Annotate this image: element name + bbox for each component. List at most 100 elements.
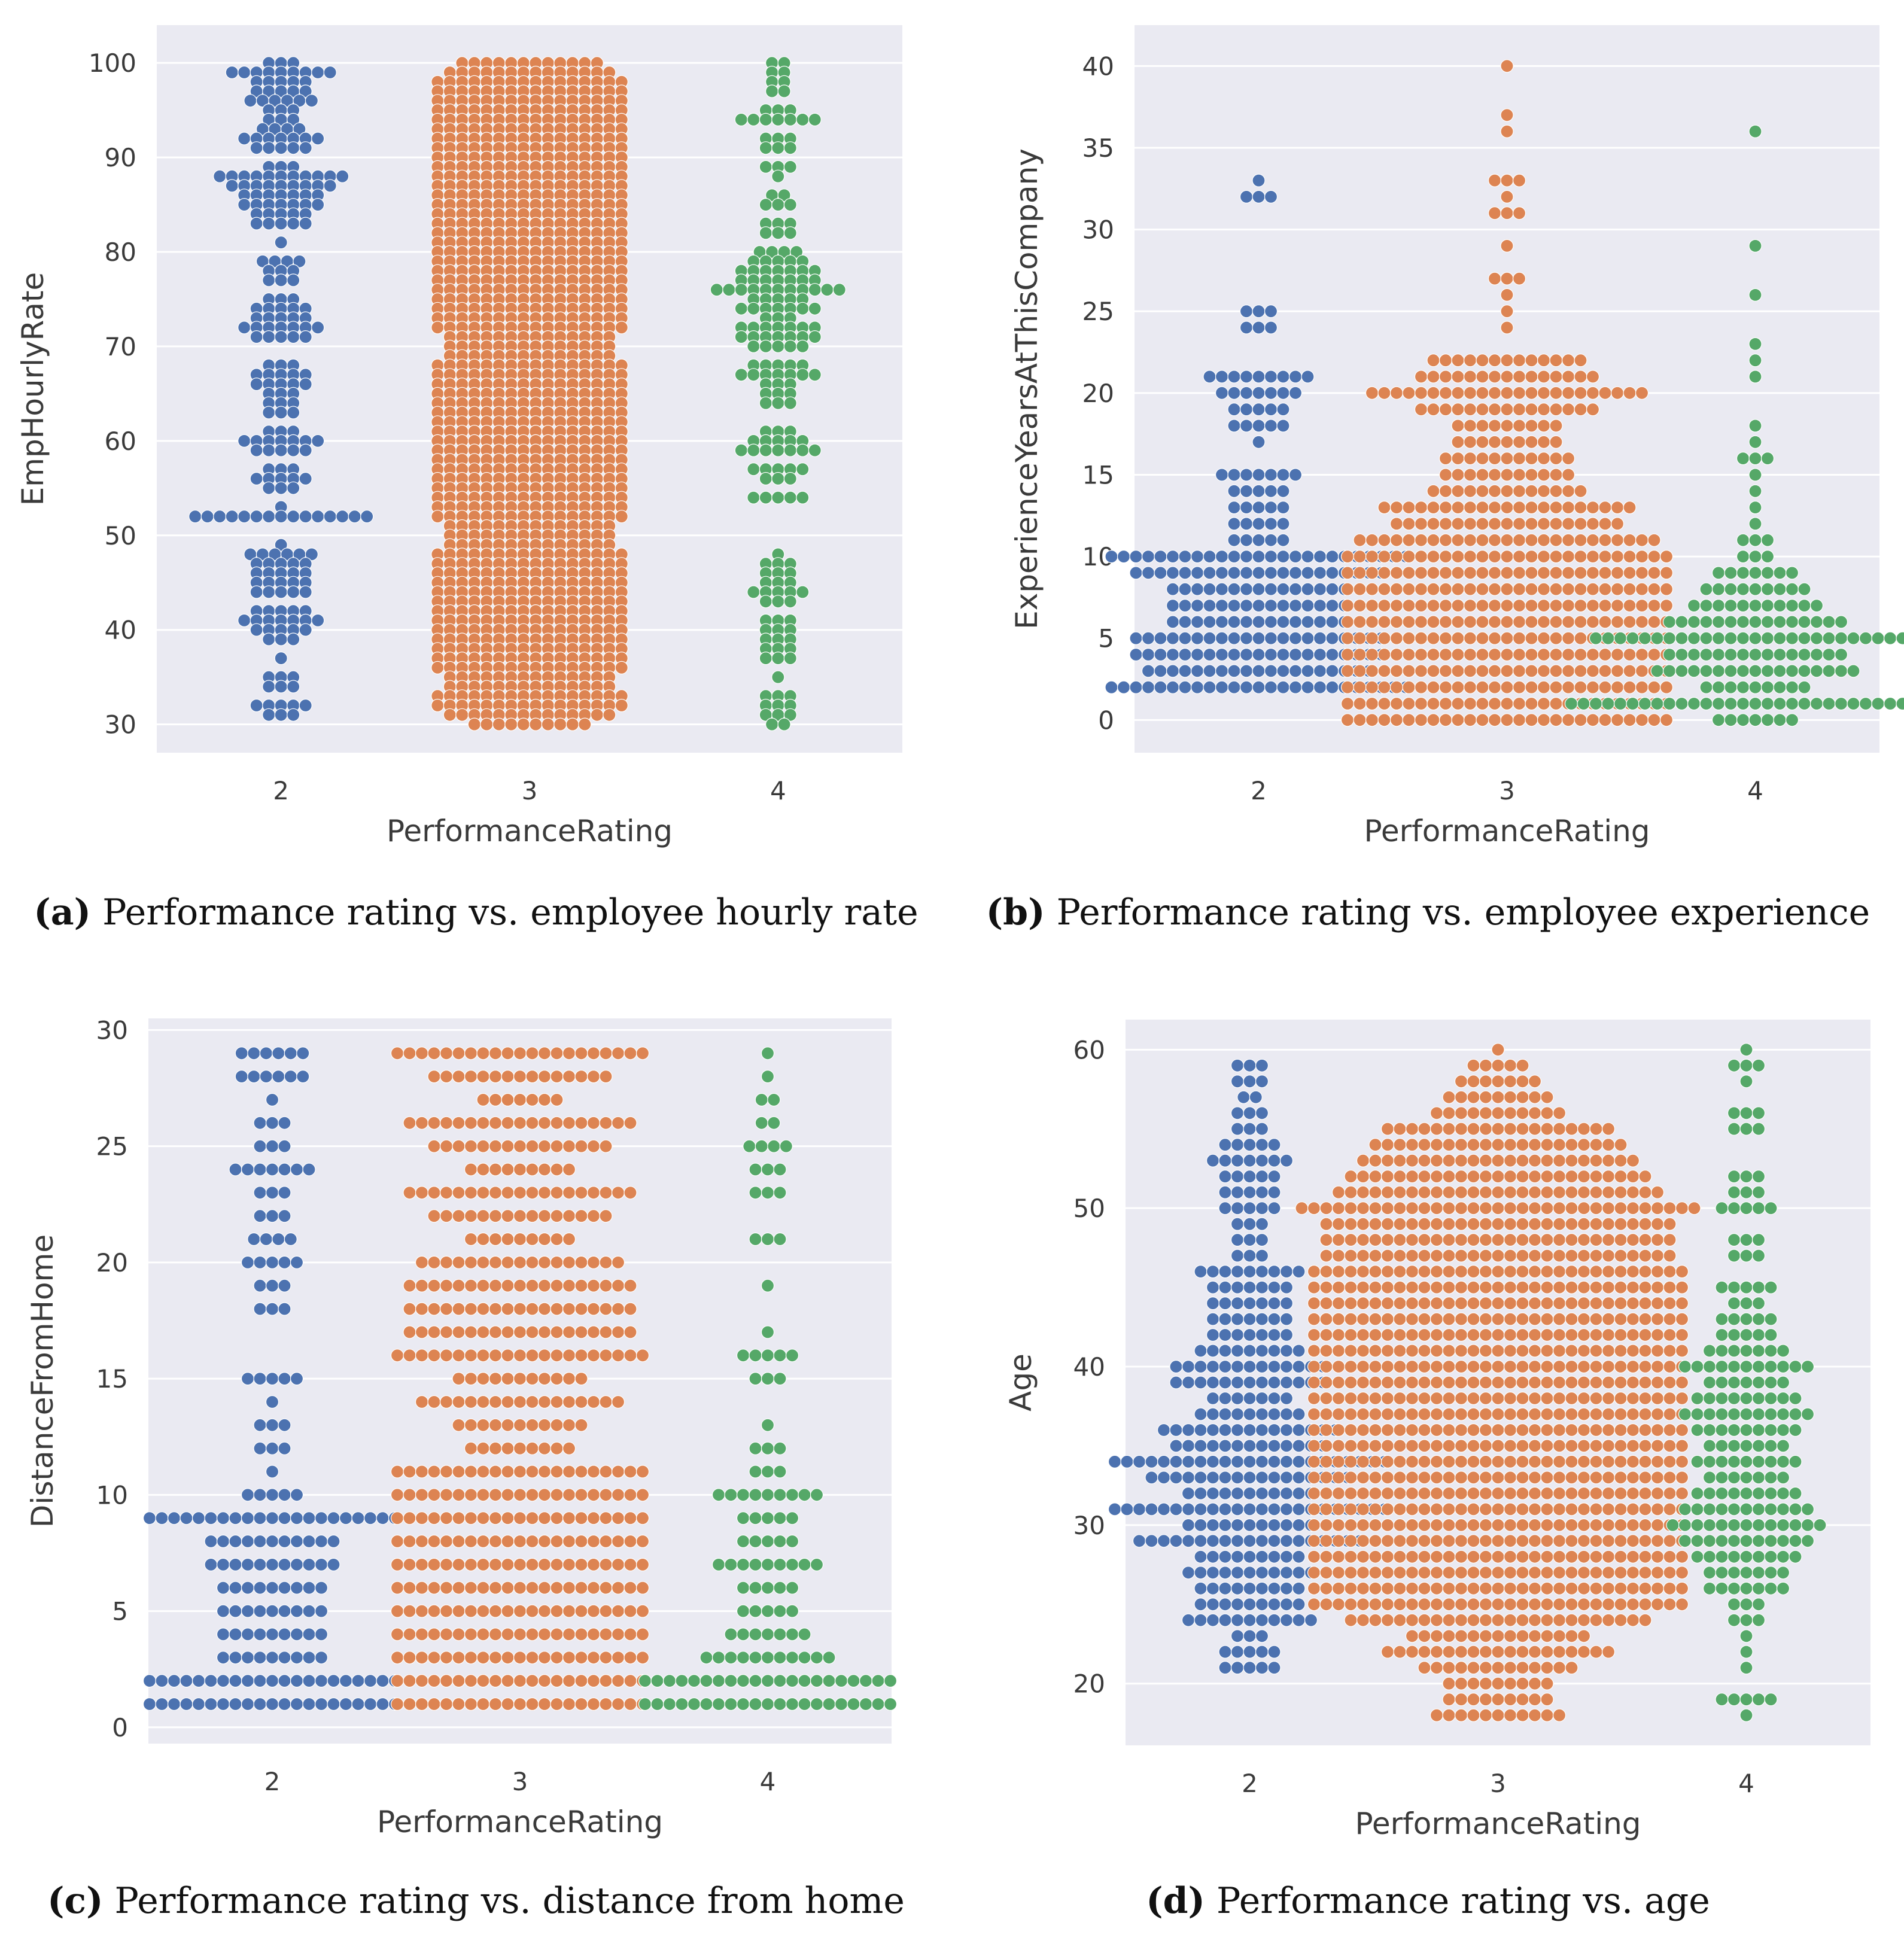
data-point — [1331, 1344, 1346, 1358]
data-point — [550, 1511, 564, 1525]
data-point — [822, 1651, 836, 1665]
data-point — [1638, 1439, 1652, 1453]
data-point — [1537, 435, 1551, 449]
data-point — [278, 1628, 291, 1641]
data-point — [1565, 1502, 1578, 1516]
data-point — [1454, 1217, 1468, 1231]
data-point — [1194, 1534, 1208, 1548]
data-point — [513, 1557, 527, 1572]
data-point — [586, 1581, 601, 1595]
data-point — [1760, 598, 1775, 613]
data-point — [1561, 370, 1575, 384]
data-point — [771, 198, 785, 212]
data-point — [1650, 1391, 1665, 1406]
data-point — [1463, 696, 1477, 711]
data-point — [336, 169, 349, 183]
data-point — [1264, 386, 1278, 400]
data-point — [167, 1511, 181, 1525]
data-point — [1264, 500, 1278, 515]
data-point — [1503, 1502, 1517, 1516]
data-point — [1638, 1344, 1652, 1358]
data-point — [1331, 1233, 1346, 1247]
data-point — [1243, 1217, 1257, 1231]
data-point — [562, 1209, 576, 1223]
data-point — [1252, 517, 1266, 531]
data-point — [1479, 1518, 1493, 1532]
data-point — [1380, 1598, 1395, 1611]
data-point — [1414, 549, 1428, 564]
data-point — [1230, 1233, 1245, 1247]
data-point — [1586, 713, 1600, 727]
data-point — [327, 1697, 340, 1711]
data-point — [1442, 1693, 1456, 1706]
data-point — [1715, 1312, 1729, 1326]
data-point — [427, 1628, 441, 1641]
data-point — [1751, 1359, 1766, 1374]
data-point — [262, 481, 276, 495]
data-point — [229, 1651, 242, 1665]
data-point — [1307, 1502, 1321, 1516]
data-point — [455, 708, 469, 722]
data-point — [274, 217, 288, 230]
data-point — [1356, 1296, 1370, 1310]
data-point — [1467, 1423, 1480, 1437]
data-point — [1797, 615, 1811, 629]
data-point — [1724, 598, 1738, 613]
data-point — [1353, 664, 1367, 678]
data-point — [771, 595, 785, 609]
data-point — [699, 1651, 713, 1665]
data-point — [798, 1488, 811, 1502]
data-point — [1276, 615, 1290, 629]
data-point — [1476, 451, 1489, 466]
data-point — [761, 1325, 775, 1339]
y-tick-label: 40 — [1082, 51, 1114, 81]
data-point — [1663, 1280, 1677, 1294]
data-point — [761, 1604, 775, 1618]
data-point — [599, 1209, 613, 1223]
data-point — [1267, 1502, 1281, 1516]
data-point — [1344, 1170, 1358, 1184]
data-point — [1368, 1185, 1382, 1199]
data-point — [213, 510, 227, 524]
data-point — [785, 1697, 799, 1711]
data-point — [1344, 1249, 1358, 1263]
data-point — [1292, 1518, 1306, 1532]
data-point — [1243, 1185, 1257, 1199]
data-point — [1491, 1201, 1505, 1215]
data-point — [1702, 1439, 1717, 1453]
data-point — [488, 1511, 503, 1525]
data-point — [1227, 484, 1241, 498]
data-point — [1218, 1439, 1232, 1453]
data-point — [1565, 1233, 1578, 1247]
data-point — [1491, 1233, 1505, 1247]
data-point — [241, 1557, 255, 1572]
data-point — [623, 1604, 637, 1618]
data-point — [1500, 484, 1514, 498]
data-point — [302, 1628, 316, 1641]
series-4 — [1564, 124, 1904, 727]
data-point — [1528, 1265, 1542, 1279]
data-point — [1650, 1265, 1665, 1279]
data-point — [1626, 1391, 1640, 1406]
data-point — [1454, 1581, 1468, 1595]
data-point — [1687, 664, 1701, 678]
data-point — [1561, 647, 1575, 662]
data-point — [611, 1349, 625, 1362]
data-point — [1623, 713, 1637, 727]
data-point — [1491, 1550, 1505, 1563]
data-point — [1748, 582, 1762, 596]
data-point — [1724, 631, 1738, 645]
data-point — [265, 1697, 279, 1711]
data-point — [1454, 1170, 1468, 1184]
data-point — [476, 1116, 490, 1130]
data-point — [501, 1070, 515, 1084]
data-point — [1736, 696, 1750, 711]
data-point — [1194, 1344, 1208, 1358]
data-point — [216, 1604, 230, 1618]
data-point — [1540, 1598, 1554, 1611]
data-point — [785, 1628, 799, 1641]
data-point — [1540, 1550, 1554, 1563]
data-point — [1255, 1629, 1269, 1643]
data-point — [1255, 1645, 1269, 1659]
data-point — [1313, 647, 1327, 662]
